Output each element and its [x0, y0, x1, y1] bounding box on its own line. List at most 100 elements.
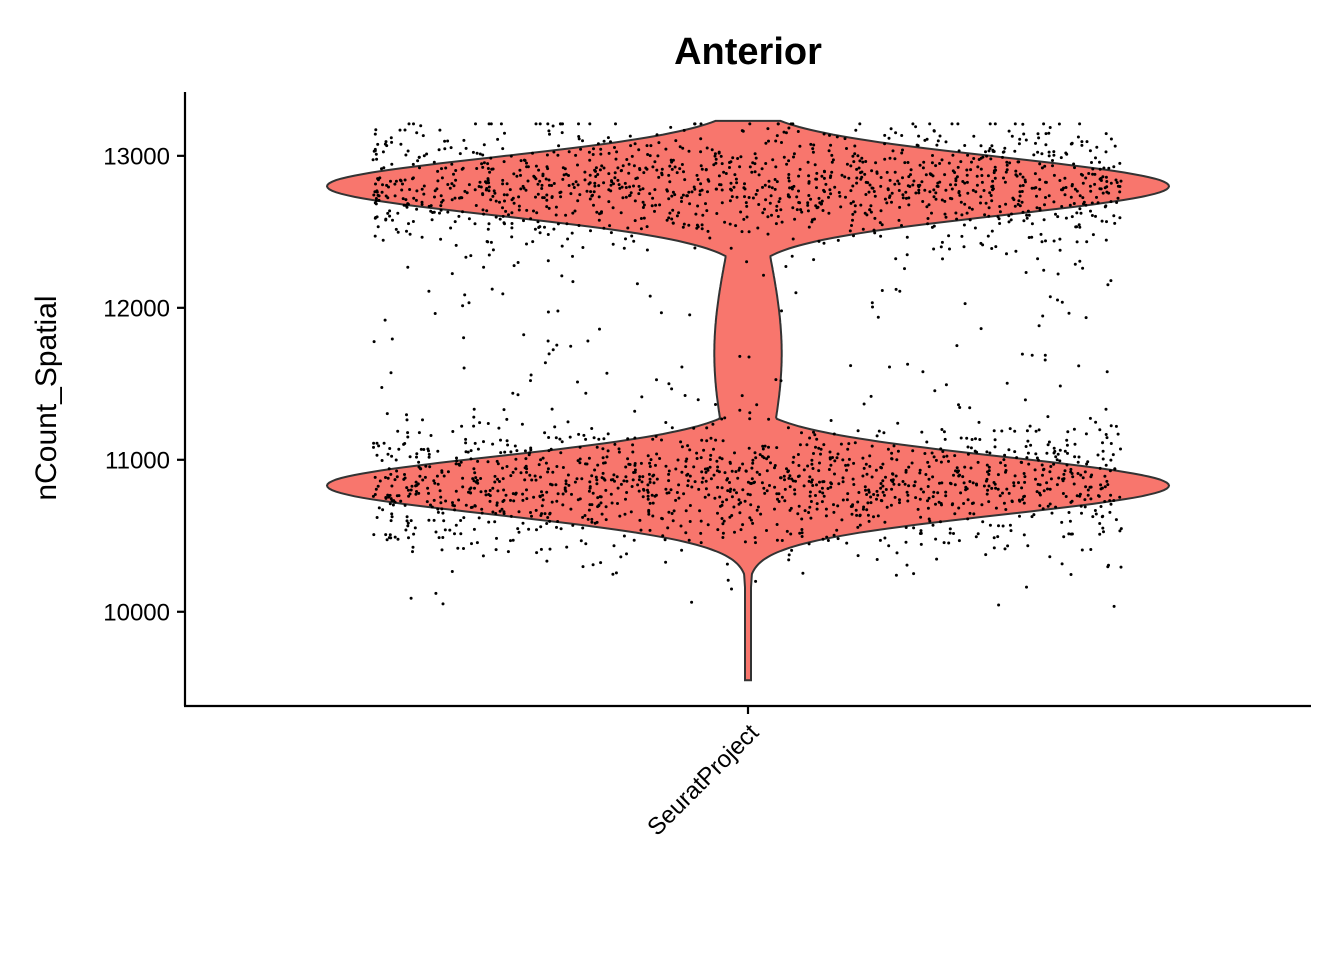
data-point — [587, 508, 591, 512]
data-point — [454, 169, 458, 172]
data-point — [1061, 188, 1064, 192]
data-point — [921, 166, 925, 170]
data-point — [953, 483, 957, 487]
data-point — [1080, 511, 1083, 515]
data-point — [924, 473, 928, 476]
data-point — [554, 436, 558, 440]
plot-area — [325, 119, 1171, 682]
data-point — [429, 434, 433, 437]
data-point — [688, 448, 692, 452]
data-point — [632, 164, 636, 168]
data-point — [780, 539, 784, 542]
data-point — [836, 537, 840, 541]
data-point — [481, 165, 485, 169]
data-point — [663, 538, 667, 542]
data-point — [770, 213, 773, 217]
data-point — [786, 426, 790, 430]
data-point — [548, 519, 552, 523]
data-point — [932, 195, 936, 199]
data-point — [776, 122, 780, 126]
data-point — [556, 520, 560, 523]
data-point — [686, 484, 690, 488]
data-point — [628, 185, 632, 189]
data-point — [406, 488, 410, 492]
data-point — [648, 154, 652, 158]
data-point — [994, 506, 998, 510]
data-point — [722, 519, 726, 523]
data-point — [828, 456, 832, 460]
data-point — [597, 503, 601, 507]
data-point — [858, 513, 862, 517]
data-point — [621, 196, 625, 200]
data-point — [930, 211, 933, 215]
data-point — [720, 201, 724, 205]
data-point — [911, 122, 915, 126]
data-point — [765, 529, 768, 532]
data-point — [491, 194, 495, 198]
data-point — [544, 461, 548, 465]
data-point — [522, 186, 526, 190]
data-point — [800, 210, 804, 214]
data-point — [1004, 202, 1008, 206]
data-point — [931, 475, 935, 479]
data-point — [486, 227, 490, 231]
data-point — [898, 498, 901, 502]
data-point — [1089, 548, 1093, 551]
data-point — [648, 192, 652, 196]
data-point — [1048, 470, 1052, 474]
data-point — [920, 430, 924, 434]
data-point — [522, 333, 526, 337]
data-point — [1032, 153, 1036, 157]
data-point — [1030, 222, 1034, 226]
data-point — [911, 183, 915, 187]
data-point — [1089, 497, 1093, 501]
data-point — [505, 417, 509, 421]
data-point — [523, 449, 527, 453]
data-point — [1089, 209, 1092, 213]
data-point — [428, 465, 432, 469]
data-point — [393, 194, 397, 198]
data-point — [450, 182, 454, 186]
data-point — [588, 158, 592, 162]
data-point — [1073, 442, 1077, 446]
data-point — [797, 174, 801, 178]
data-point — [496, 477, 499, 481]
data-point — [371, 158, 375, 162]
data-point — [970, 502, 974, 505]
data-point — [747, 230, 751, 234]
data-point — [1077, 455, 1081, 459]
data-point — [716, 485, 720, 489]
data-point — [1102, 530, 1105, 534]
data-point — [808, 436, 812, 440]
data-point — [832, 510, 836, 514]
data-point — [638, 188, 642, 192]
data-point — [389, 136, 393, 140]
data-point — [811, 467, 815, 470]
data-point — [550, 483, 554, 487]
data-point — [1090, 201, 1094, 205]
data-point — [895, 551, 899, 555]
data-point — [648, 465, 652, 468]
data-point — [962, 502, 966, 505]
data-point — [811, 150, 815, 154]
data-point — [846, 492, 850, 496]
data-point — [499, 438, 502, 442]
data-point — [547, 436, 551, 439]
data-point — [475, 151, 479, 155]
data-point — [948, 247, 951, 251]
data-point — [1106, 283, 1110, 287]
data-point — [588, 480, 592, 484]
data-point — [808, 494, 812, 498]
data-point — [660, 438, 663, 442]
data-point — [1048, 126, 1052, 129]
data-point — [482, 161, 486, 165]
data-point — [461, 210, 464, 214]
data-point — [528, 473, 532, 477]
data-point — [720, 486, 724, 490]
data-point — [787, 476, 791, 480]
data-point — [890, 487, 894, 491]
data-point — [1105, 370, 1109, 374]
data-point — [927, 203, 931, 207]
data-point — [481, 554, 485, 558]
data-point — [947, 541, 951, 545]
